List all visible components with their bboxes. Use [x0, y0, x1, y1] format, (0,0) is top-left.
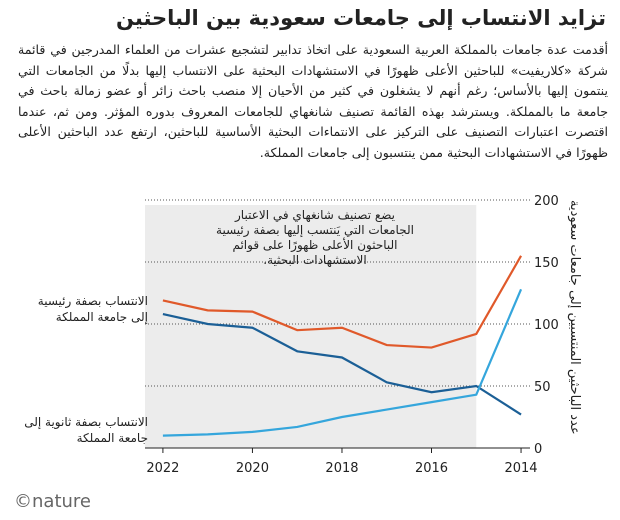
shaded-region [145, 205, 477, 448]
logo: ©nature [14, 491, 91, 512]
y-tick-label: 100 [534, 318, 559, 333]
series-label: الانتساب بصفة ثانوية إلى جامعة المملكة [24, 415, 148, 445]
y-tick-label: 0 [534, 442, 542, 457]
description: أقدمت عدة جامعات بالمملكة العربية السعود… [18, 42, 608, 160]
x-tick-label: 2014 [504, 461, 537, 476]
y-tick-label: 200 [534, 194, 559, 209]
y-tick-label: 50 [534, 380, 551, 395]
x-tick-label: 2020 [236, 461, 269, 476]
x-tick-label: 2016 [415, 461, 448, 476]
y-axis-label: عدد الباحثين المنتسبين إلى جامعات سعودية [567, 200, 582, 435]
series-line [162, 288, 523, 437]
x-tick-label: 2022 [146, 461, 179, 476]
series-line [162, 313, 522, 416]
x-tick-label: 2018 [325, 461, 358, 476]
y-tick-label: 150 [534, 256, 559, 271]
annotation: يضع تصنيف شانغهاي في الاعتبار الجامعات ا… [216, 208, 414, 267]
series-label: الانتساب بصفة رئيسية إلى جامعة المملكة [37, 294, 148, 324]
chart-title: تزايد الانتساب إلى جامعات سعودية بين الب… [115, 6, 606, 30]
series-line [162, 255, 523, 349]
